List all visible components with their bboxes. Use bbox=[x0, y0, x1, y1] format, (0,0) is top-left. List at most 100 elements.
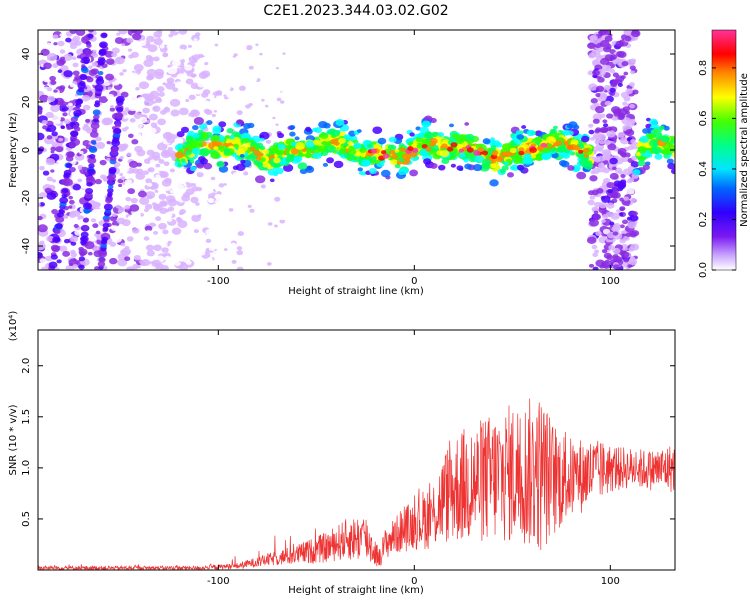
spectrogram-cell bbox=[592, 252, 599, 258]
spectrogram-cell bbox=[207, 101, 215, 107]
spectrogram-cell bbox=[203, 206, 209, 212]
spectrogram-cell bbox=[158, 91, 165, 97]
spectrogram-cell bbox=[240, 37, 248, 43]
spectrogram-cell bbox=[109, 107, 116, 112]
spectrogram-cell bbox=[649, 118, 658, 126]
spectrogram-cell bbox=[194, 179, 201, 184]
spectrogram-cell bbox=[503, 161, 509, 166]
spectrogram-cell bbox=[92, 49, 97, 53]
spectrogram-cell bbox=[588, 263, 595, 268]
spectrogram-cell bbox=[51, 208, 59, 215]
spectrogram-cell bbox=[473, 150, 481, 156]
spectrogram-cell bbox=[41, 120, 48, 125]
spectrogram-cell bbox=[603, 150, 612, 158]
spectrogram-cell bbox=[38, 224, 48, 233]
spectrogram-cell bbox=[195, 91, 201, 95]
spectrogram-cell bbox=[178, 30, 188, 35]
spectrogram-cell bbox=[143, 158, 152, 164]
spectrogram-cell bbox=[425, 146, 432, 152]
spectrogram-cell bbox=[138, 247, 143, 251]
spectrogram-cell bbox=[335, 119, 345, 126]
spectrogram-cell bbox=[370, 148, 378, 154]
spectrogram-cell bbox=[169, 98, 181, 107]
spectrogram-cell bbox=[269, 178, 275, 183]
spectrogram-cell bbox=[605, 67, 611, 72]
spectrogram-cell bbox=[595, 92, 601, 98]
spectrogram-cell bbox=[132, 227, 140, 234]
spectrogram-cell bbox=[55, 146, 64, 153]
spectrogram-cell bbox=[270, 135, 274, 139]
spectrogram-cell bbox=[348, 148, 357, 156]
spectrogram-cell bbox=[63, 169, 72, 176]
spectrogram-cell bbox=[175, 183, 185, 191]
spectrogram-cell bbox=[574, 146, 581, 151]
spectrogram-cell bbox=[224, 86, 231, 92]
spectrogram-cell bbox=[236, 30, 243, 33]
spectrogram-cell bbox=[61, 178, 70, 186]
spectrogram-cell bbox=[135, 213, 141, 218]
spectrogram-cell bbox=[147, 194, 153, 200]
spectrogram-cell bbox=[135, 172, 146, 180]
spectrogram-cell bbox=[98, 41, 108, 49]
spectrogram-cell bbox=[85, 188, 94, 195]
spectrogram-cell bbox=[123, 115, 129, 119]
spectrogram-cell bbox=[599, 39, 610, 48]
spectrogram-cell bbox=[60, 125, 66, 130]
spectrogram-cell bbox=[57, 40, 65, 47]
spectrogram-cell bbox=[464, 163, 472, 170]
spectrogram-cell bbox=[94, 100, 101, 105]
spectrogram-cell bbox=[109, 257, 118, 265]
spectrogram-cell bbox=[212, 51, 219, 57]
spectrogram-cell bbox=[185, 78, 194, 85]
spectrogram-cell bbox=[631, 230, 640, 237]
spectrogram-cell bbox=[622, 168, 632, 176]
spectrogram-cell bbox=[552, 125, 558, 130]
spectrogram-cell bbox=[111, 213, 117, 218]
chart-title: C2E1.2023.344.03.02.G02 bbox=[263, 3, 448, 19]
spectrogram-cell bbox=[39, 202, 46, 207]
spectrogram-cell bbox=[213, 80, 219, 85]
spectrogram-cell bbox=[59, 245, 68, 252]
spectrogram-cell bbox=[268, 106, 275, 112]
spectrogram-cell bbox=[620, 173, 626, 178]
spectrogram-cell bbox=[415, 126, 421, 131]
spectrogram-cell bbox=[275, 66, 280, 70]
spectrogram-cell bbox=[223, 241, 229, 246]
spectrogram-cell bbox=[72, 183, 82, 191]
spectrogram-cell bbox=[223, 256, 229, 261]
spectrogram-cell bbox=[208, 212, 214, 217]
spectrogram-cell bbox=[660, 135, 670, 143]
spectrogram-cell bbox=[175, 54, 184, 61]
spectrogram-cell bbox=[179, 44, 187, 51]
spectrogram-cell bbox=[511, 154, 523, 163]
spectrogram-cell bbox=[201, 134, 208, 140]
spectrogram-cell bbox=[143, 170, 149, 175]
spectrogram-cell bbox=[120, 91, 129, 98]
spectrogram-cell bbox=[135, 220, 146, 229]
spectrogram-cell bbox=[190, 166, 197, 172]
spectrogram-cell bbox=[147, 168, 152, 172]
spectrogram-cell bbox=[59, 196, 69, 204]
spectrogram-cell bbox=[281, 126, 286, 130]
spectrogram-cell bbox=[450, 142, 458, 148]
spectrogram-cell bbox=[247, 219, 252, 223]
spectrogram-cell bbox=[625, 232, 632, 238]
spectrogram-cell bbox=[63, 96, 71, 103]
spectrogram-cell bbox=[151, 259, 162, 268]
colorbar-tick-label: 0.8 bbox=[698, 60, 709, 76]
spectrogram-cell bbox=[126, 73, 132, 78]
spectrogram-cell bbox=[59, 49, 66, 54]
spectrogram-cell bbox=[255, 43, 259, 47]
spectrogram-cell bbox=[560, 160, 570, 168]
spectrogram-cell bbox=[394, 149, 400, 153]
spectrogram-heatmap bbox=[38, 30, 675, 270]
spectrogram-cell bbox=[409, 132, 415, 137]
spectrogram-cell bbox=[243, 46, 247, 49]
spectrogram-cell bbox=[58, 137, 64, 142]
spectrogram-cell bbox=[338, 148, 347, 155]
spectrogram-cell bbox=[256, 142, 264, 149]
spectrogram-cell bbox=[159, 44, 165, 49]
spectrogram-cell bbox=[146, 35, 155, 43]
spectrogram-cell bbox=[173, 169, 185, 178]
spectrogram-cell bbox=[121, 219, 131, 227]
